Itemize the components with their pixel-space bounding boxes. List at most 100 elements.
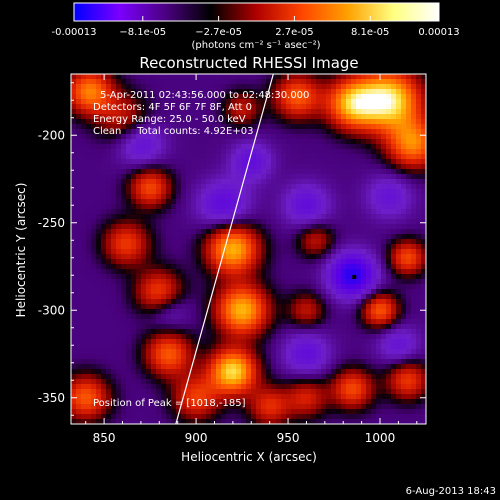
heatmap-cell	[386, 234, 391, 239]
heatmap-cell	[81, 139, 86, 144]
heatmap-cell	[261, 149, 266, 154]
heatmap-cell	[346, 124, 351, 129]
heatmap-cell	[126, 334, 131, 339]
heatmap-cell	[236, 259, 241, 264]
heatmap-cell	[326, 249, 331, 254]
heatmap-cell	[371, 94, 376, 99]
heatmap-cell	[376, 309, 381, 314]
heatmap-cell	[271, 99, 276, 104]
heatmap-cell	[156, 274, 161, 279]
heatmap-cell	[291, 389, 296, 394]
heatmap-cell	[291, 349, 296, 354]
heatmap-cell	[396, 404, 401, 409]
heatmap-cell	[336, 399, 341, 404]
heatmap-cell	[361, 309, 366, 314]
heatmap-cell	[111, 279, 116, 284]
heatmap-cell	[231, 344, 236, 349]
heatmap-cell	[421, 79, 426, 84]
heatmap-cell	[266, 254, 271, 259]
heatmap-cell	[391, 154, 396, 159]
heatmap-cell	[226, 74, 231, 79]
heatmap-cell	[366, 194, 371, 199]
heatmap-cell	[71, 334, 76, 339]
heatmap-cell	[346, 274, 351, 279]
heatmap-cell	[336, 214, 341, 219]
heatmap-cell	[256, 159, 261, 164]
heatmap-cell	[291, 129, 296, 134]
heatmap-cell	[126, 404, 131, 409]
heatmap-cell	[71, 399, 76, 404]
heatmap-cell	[326, 259, 331, 264]
heatmap-cell	[271, 159, 276, 164]
heatmap-cell	[326, 264, 331, 269]
heatmap-cell	[181, 224, 186, 229]
heatmap-cell	[406, 259, 411, 264]
heatmap-cell	[301, 384, 306, 389]
heatmap-cell	[416, 154, 421, 159]
heatmap-cell	[361, 294, 366, 299]
heatmap-cell	[136, 369, 141, 374]
heatmap-cell	[291, 239, 296, 244]
heatmap-cell	[386, 109, 391, 114]
heatmap-cell	[401, 114, 406, 119]
heatmap-cell	[286, 99, 291, 104]
heatmap-cell	[206, 159, 211, 164]
heatmap-cell	[241, 324, 246, 329]
heatmap-cell	[346, 114, 351, 119]
heatmap-cell	[161, 154, 166, 159]
heatmap-cell	[136, 264, 141, 269]
heatmap-cell	[251, 269, 256, 274]
heatmap-cell	[116, 159, 121, 164]
heatmap-cell	[181, 409, 186, 414]
heatmap-cell	[261, 264, 266, 269]
heatmap-cell	[131, 134, 136, 139]
heatmap-cell	[361, 379, 366, 384]
heatmap-cell	[421, 329, 426, 334]
heatmap-cell	[231, 284, 236, 289]
heatmap-cell	[301, 234, 306, 239]
heatmap-cell	[136, 419, 141, 424]
heatmap-cell	[76, 129, 81, 134]
heatmap-cell	[311, 139, 316, 144]
heatmap-cell	[301, 164, 306, 169]
heatmap-cell	[216, 359, 221, 364]
heatmap-cell	[281, 409, 286, 414]
heatmap-cell	[406, 129, 411, 134]
heatmap-cell	[116, 374, 121, 379]
heatmap-cell	[296, 199, 301, 204]
heatmap-cell	[366, 164, 371, 169]
heatmap-cell	[386, 119, 391, 124]
heatmap-cell	[141, 239, 146, 244]
heatmap-cell	[356, 179, 361, 184]
heatmap-cell	[191, 319, 196, 324]
heatmap-cell	[376, 399, 381, 404]
heatmap-cell	[266, 314, 271, 319]
heatmap-cell	[241, 309, 246, 314]
heatmap-cell	[276, 299, 281, 304]
heatmap-cell	[231, 374, 236, 379]
heatmap-cell	[241, 389, 246, 394]
heatmap-cell	[276, 239, 281, 244]
heatmap-cell	[71, 229, 76, 234]
heatmap-cell	[211, 249, 216, 254]
heatmap-cell	[246, 79, 251, 84]
heatmap-cell	[211, 369, 216, 374]
heatmap-cell	[321, 269, 326, 274]
heatmap-cell	[351, 149, 356, 154]
heatmap-cell	[151, 409, 156, 414]
heatmap-cell	[401, 364, 406, 369]
heatmap-cell	[231, 244, 236, 249]
heatmap-cell	[216, 299, 221, 304]
heatmap-cell	[161, 159, 166, 164]
heatmap-cell	[406, 414, 411, 419]
x-tick-label: 850	[93, 431, 116, 445]
heatmap-cell	[341, 204, 346, 209]
heatmap-cell	[71, 264, 76, 269]
heatmap-cell	[201, 394, 206, 399]
heatmap-cell	[351, 134, 356, 139]
heatmap-cell	[301, 264, 306, 269]
heatmap-cell	[206, 344, 211, 349]
heatmap-cell	[416, 189, 421, 194]
heatmap-cell	[301, 119, 306, 124]
heatmap-cell	[316, 249, 321, 254]
